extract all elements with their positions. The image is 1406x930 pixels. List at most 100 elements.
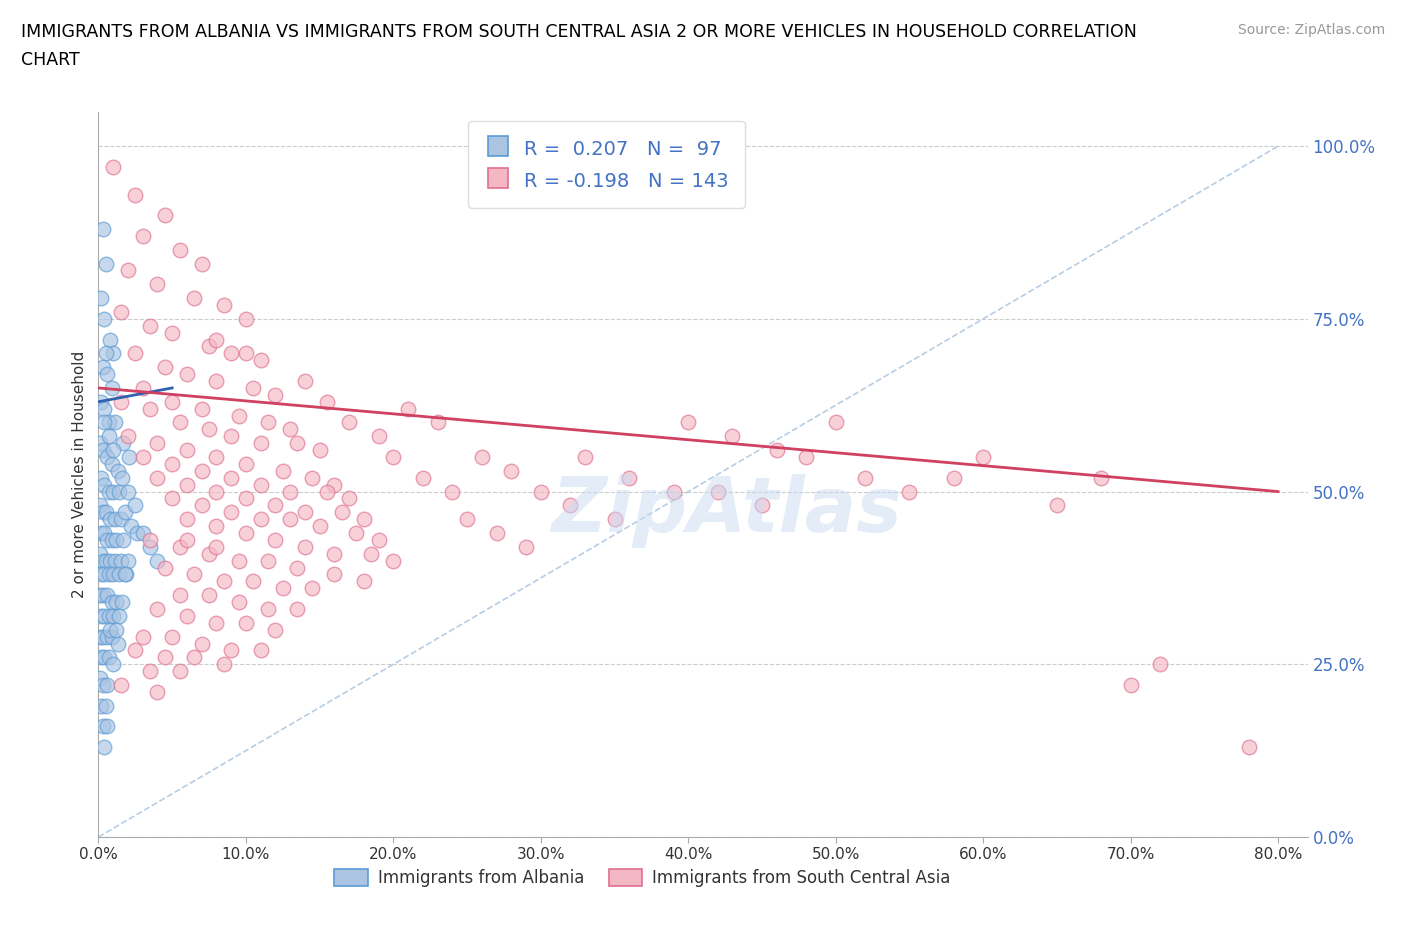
Point — [382, 449, 405, 464]
Point — [110, 304, 132, 319]
Point — [412, 471, 434, 485]
Point — [574, 449, 596, 464]
Point — [257, 553, 280, 568]
Point — [124, 346, 146, 361]
Point — [91, 443, 114, 458]
Point — [91, 553, 114, 568]
Point — [117, 263, 139, 278]
Point — [97, 429, 120, 444]
Point — [146, 602, 169, 617]
Point — [160, 394, 183, 409]
Point — [198, 422, 221, 437]
Point — [139, 533, 162, 548]
Point — [337, 415, 360, 430]
Point — [112, 533, 135, 548]
Point — [93, 415, 115, 430]
Point — [90, 608, 112, 623]
Point — [93, 567, 115, 582]
Point — [219, 643, 242, 658]
Point — [160, 457, 183, 472]
Point — [97, 567, 120, 582]
Point — [360, 546, 382, 561]
Point — [91, 630, 114, 644]
Point — [441, 485, 464, 499]
Point — [131, 630, 153, 644]
Point — [94, 256, 117, 271]
Point — [146, 684, 169, 699]
Point — [94, 698, 117, 713]
Point — [1237, 739, 1260, 754]
Point — [323, 567, 346, 582]
Point — [176, 366, 198, 381]
Point — [100, 457, 122, 472]
Point — [108, 608, 131, 623]
Point — [93, 650, 115, 665]
Point — [118, 449, 141, 464]
Point — [353, 512, 375, 526]
Point — [278, 485, 301, 499]
Point — [853, 471, 876, 485]
Point — [228, 553, 250, 568]
Point — [93, 477, 115, 492]
Point — [316, 485, 339, 499]
Point — [131, 380, 153, 395]
Point — [278, 422, 301, 437]
Point — [131, 229, 153, 244]
Legend: Immigrants from Albania, Immigrants from South Central Asia: Immigrants from Albania, Immigrants from… — [328, 862, 957, 894]
Point — [426, 415, 449, 430]
Point — [249, 512, 271, 526]
Point — [89, 671, 111, 685]
Point — [264, 533, 287, 548]
Point — [235, 312, 257, 326]
Point — [471, 449, 494, 464]
Point — [212, 657, 235, 671]
Point — [94, 346, 117, 361]
Point — [160, 326, 183, 340]
Point — [198, 546, 221, 561]
Point — [219, 471, 242, 485]
Point — [139, 401, 162, 416]
Point — [98, 512, 121, 526]
Point — [110, 512, 132, 526]
Point — [100, 380, 122, 395]
Point — [1119, 678, 1142, 693]
Point — [235, 346, 257, 361]
Point — [114, 567, 136, 582]
Point — [90, 650, 112, 665]
Point — [765, 443, 787, 458]
Point — [485, 525, 508, 540]
Point — [212, 574, 235, 589]
Point — [96, 719, 118, 734]
Point — [101, 657, 124, 671]
Point — [190, 498, 212, 512]
Point — [100, 594, 122, 609]
Point — [183, 650, 205, 665]
Point — [101, 567, 124, 582]
Text: ZipAtlas: ZipAtlas — [551, 473, 903, 548]
Point — [120, 519, 142, 534]
Point — [98, 553, 121, 568]
Point — [90, 698, 112, 713]
Point — [353, 574, 375, 589]
Point — [235, 616, 257, 631]
Point — [114, 505, 136, 520]
Point — [110, 678, 132, 693]
Point — [94, 505, 117, 520]
Point — [105, 622, 128, 637]
Point — [100, 630, 122, 644]
Point — [89, 546, 111, 561]
Point — [105, 533, 128, 548]
Point — [146, 553, 169, 568]
Point — [124, 643, 146, 658]
Point — [456, 512, 478, 526]
Point — [124, 498, 146, 512]
Point — [721, 429, 744, 444]
Point — [169, 539, 191, 554]
Point — [117, 485, 139, 499]
Point — [294, 505, 316, 520]
Point — [153, 360, 176, 375]
Point — [530, 485, 553, 499]
Point — [169, 243, 191, 258]
Point — [382, 553, 405, 568]
Point — [287, 436, 309, 451]
